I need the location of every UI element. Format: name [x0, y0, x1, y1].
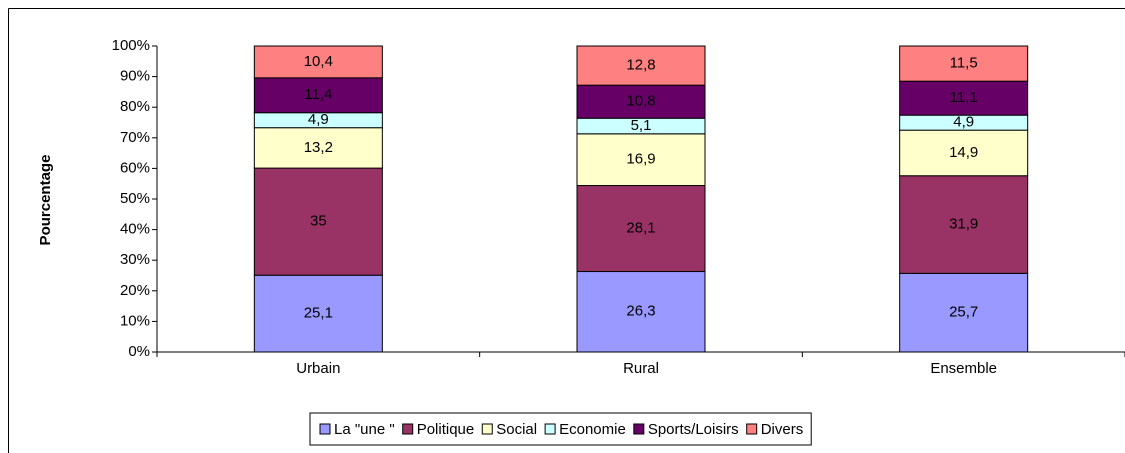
value-label: 11,1 — [950, 89, 978, 106]
legend-swatch — [481, 423, 493, 435]
value-label: 4,9 — [953, 114, 974, 131]
value-label: 11,4 — [304, 86, 332, 103]
y-axis-label: Pourcentage — [37, 155, 54, 246]
bar-segment — [253, 167, 383, 276]
bar-segment — [899, 129, 1029, 177]
legend-label: Economie — [559, 421, 626, 438]
value-label: 10,8 — [626, 93, 655, 110]
bar-segment — [253, 274, 383, 353]
bar-segment — [576, 133, 706, 187]
value-label: 10,4 — [304, 53, 333, 70]
legend-label: Social — [496, 421, 537, 438]
value-label: 26,3 — [626, 303, 655, 320]
y-tick-label: 40% — [120, 221, 150, 238]
legend-label: Divers — [761, 421, 804, 438]
value-label: 35 — [310, 213, 327, 230]
y-tick-label: 60% — [120, 159, 150, 176]
x-tick-label: Rural — [623, 360, 659, 377]
legend-swatch — [746, 423, 758, 435]
y-tick-label: 50% — [120, 190, 150, 207]
value-label: 25,7 — [949, 304, 978, 321]
value-label: 31,9 — [949, 216, 978, 233]
value-label: 25,1 — [304, 305, 333, 322]
bar-segment — [576, 45, 706, 86]
x-tick-label: Urbain — [296, 360, 340, 377]
bar-segment — [899, 272, 1029, 353]
bar-segment — [576, 271, 706, 353]
y-tick-label: 10% — [120, 312, 150, 329]
value-label: 11,5 — [950, 55, 978, 72]
legend-swatch — [319, 423, 331, 435]
value-label: 12,8 — [626, 57, 655, 74]
y-tick-label: 30% — [120, 251, 150, 268]
legend-swatch — [633, 423, 645, 435]
bar-segment — [253, 45, 383, 79]
legend-label: La "une " — [334, 421, 395, 438]
legend-swatch — [544, 423, 556, 435]
y-tick-label: 70% — [120, 129, 150, 146]
legend-label: Sports/Loisirs — [648, 421, 739, 438]
y-tick-label: 80% — [120, 98, 150, 115]
value-label: 13,2 — [304, 139, 333, 156]
x-tick-label: Ensemble — [930, 360, 997, 377]
legend-label: Politique — [417, 421, 475, 438]
y-tick-label: 20% — [120, 282, 150, 299]
value-label: 5,1 — [631, 117, 652, 134]
y-tick-label: 90% — [120, 68, 150, 85]
legend — [309, 412, 812, 446]
value-label: 16,9 — [626, 151, 655, 168]
bar-segment — [899, 45, 1029, 82]
bar-segment — [899, 175, 1029, 274]
legend-swatch — [402, 423, 414, 435]
value-label: 28,1 — [626, 219, 655, 236]
bar-segment — [576, 185, 706, 273]
y-tick-label: 0% — [128, 343, 150, 360]
y-tick-label: 100% — [112, 37, 150, 54]
value-label: 4,9 — [308, 111, 329, 128]
bar-segment — [576, 84, 706, 119]
bar-segment — [899, 80, 1029, 116]
value-label: 14,9 — [949, 144, 978, 161]
